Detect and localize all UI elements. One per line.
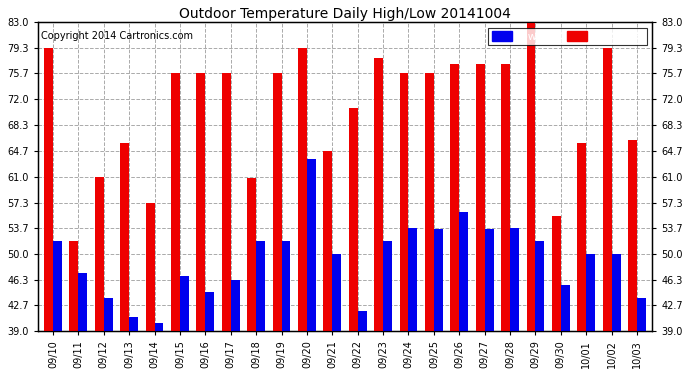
Legend: Low  (°F), High  (°F): Low (°F), High (°F) (489, 28, 647, 45)
Bar (460, 212, 469, 331)
Bar (146, 202, 155, 331)
Bar (383, 241, 392, 331)
Bar (484, 228, 493, 331)
Bar (578, 143, 586, 331)
Bar (408, 228, 417, 331)
Bar (535, 241, 544, 331)
Bar (206, 292, 214, 331)
Bar (180, 276, 189, 331)
Bar (247, 178, 256, 331)
Bar (628, 140, 637, 331)
Bar (561, 285, 570, 331)
Bar (230, 280, 239, 331)
Bar (95, 177, 103, 331)
Bar (611, 254, 620, 331)
Bar (425, 74, 434, 331)
Bar (155, 323, 164, 331)
Text: Copyright 2014 Cartronics.com: Copyright 2014 Cartronics.com (41, 32, 193, 41)
Bar (357, 310, 366, 331)
Bar (526, 22, 535, 331)
Bar (197, 74, 206, 331)
Bar (171, 74, 180, 331)
Title: Outdoor Temperature Daily High/Low 20141004: Outdoor Temperature Daily High/Low 20141… (179, 7, 511, 21)
Bar (221, 74, 230, 331)
Bar (256, 241, 265, 331)
Bar (120, 143, 129, 331)
Bar (451, 64, 460, 331)
Bar (434, 228, 443, 331)
Bar (333, 254, 341, 331)
Bar (307, 159, 316, 331)
Bar (552, 216, 561, 331)
Bar (129, 317, 138, 331)
Bar (273, 74, 282, 331)
Bar (510, 228, 519, 331)
Bar (324, 151, 333, 331)
Bar (476, 64, 484, 331)
Bar (53, 241, 62, 331)
Bar (586, 254, 595, 331)
Bar (349, 108, 357, 331)
Bar (637, 298, 646, 331)
Bar (603, 48, 611, 331)
Bar (44, 48, 53, 331)
Bar (400, 74, 408, 331)
Bar (79, 273, 87, 331)
Bar (104, 298, 112, 331)
Bar (282, 241, 290, 331)
Bar (501, 64, 510, 331)
Bar (298, 48, 307, 331)
Bar (374, 58, 383, 331)
Bar (70, 241, 79, 331)
